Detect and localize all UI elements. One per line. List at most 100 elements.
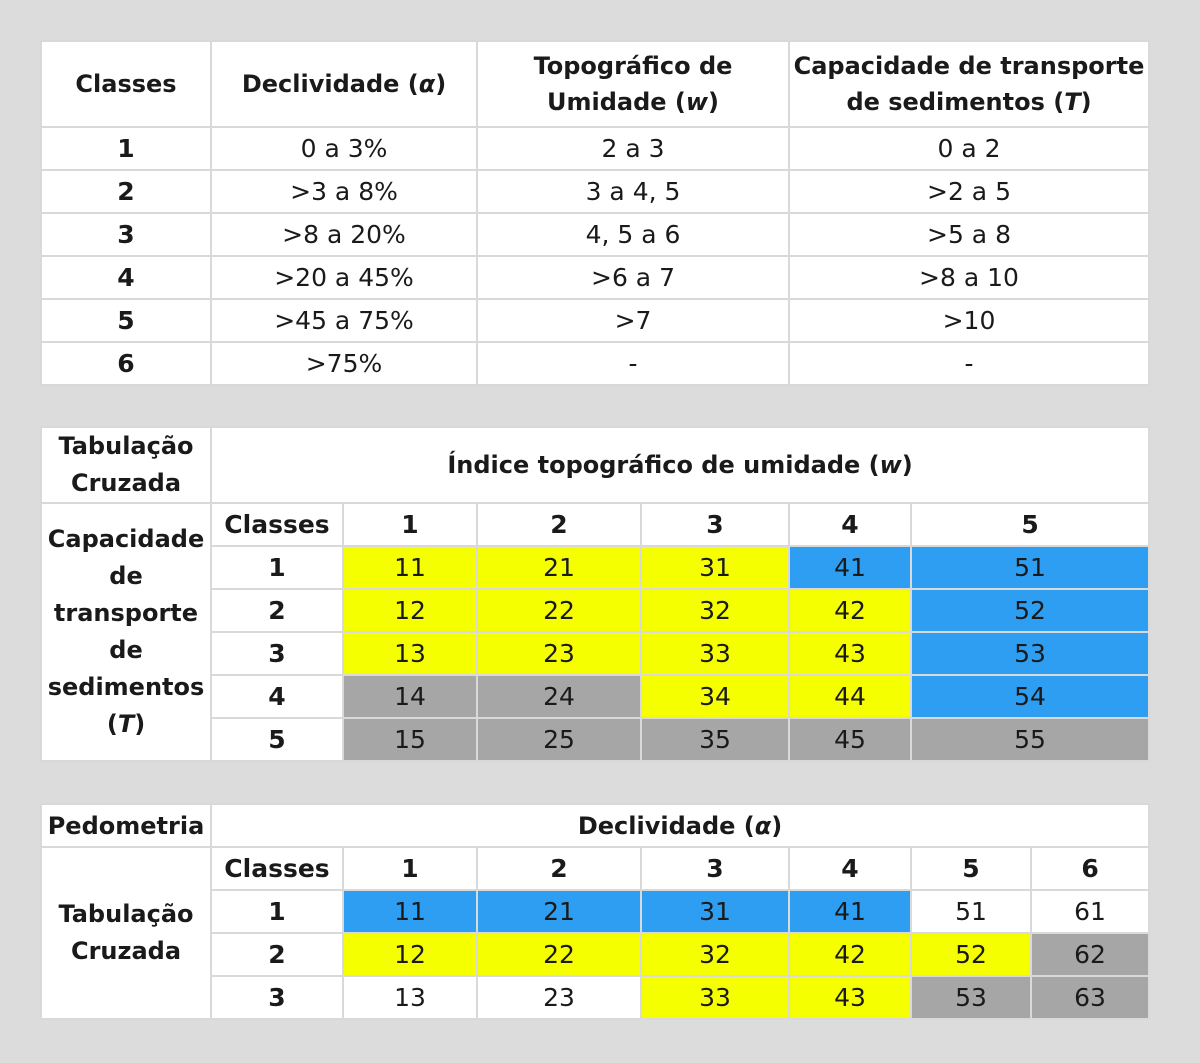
column-header: 5 — [909, 502, 1151, 547]
table-cell: >8 a 10 — [788, 255, 1150, 300]
header-declividade: Declividade (α) — [210, 40, 478, 128]
column-header: 2 — [476, 846, 642, 891]
table-row: 5 >45 a 75% >7 >10 — [40, 298, 1150, 343]
row-label: 2 — [210, 588, 344, 633]
table-cell: 12 — [342, 588, 478, 633]
table-cell: 55 — [909, 717, 1151, 762]
row-label: 3 — [210, 631, 344, 676]
table-cell: 3 a 4, 5 — [476, 169, 790, 214]
row-label: 2 — [210, 932, 344, 977]
table-cell: >75% — [210, 341, 478, 386]
table-cell: 53 — [909, 631, 1151, 676]
table-cell: >5 a 8 — [788, 212, 1150, 257]
table-cell: 53 — [910, 975, 1032, 1020]
column-header: 3 — [640, 502, 790, 547]
column-header: 2 — [476, 502, 642, 547]
table-cell: 41 — [788, 889, 912, 934]
table-cell: 42 — [788, 932, 912, 977]
table-cell: 52 — [910, 932, 1032, 977]
table-cell: >3 a 8% — [210, 169, 478, 214]
sediment-transport-label: Capacidade de transporte de sedimentos (… — [40, 502, 212, 762]
table-cell: 51 — [910, 889, 1032, 934]
column-header: 4 — [788, 846, 912, 891]
table-cell: 23 — [476, 975, 642, 1020]
table-row: 3 >8 a 20% 4, 5 a 6 >5 a 8 — [40, 212, 1150, 257]
table-row: 6 >75% - - — [40, 341, 1150, 386]
table-cell: 0 a 3% — [210, 126, 478, 171]
header-capacidade-transporte: Capacidade de transporte de sedimentos (T… — [788, 40, 1150, 128]
row-label: 1 — [210, 545, 344, 590]
table-cell: 42 — [788, 588, 912, 633]
table-cell: 33 — [640, 631, 790, 676]
table-cell: 22 — [476, 932, 642, 977]
table-cell: 34 — [640, 674, 790, 719]
table-cell: >10 — [788, 298, 1150, 343]
classes-header: Classes — [210, 502, 344, 547]
row-label: 4 — [210, 674, 344, 719]
table-cell: 31 — [640, 889, 790, 934]
table-row: 1 11 21 31 41 51 — [41, 545, 1151, 590]
corner-label: Tabulação Cruzada — [40, 426, 212, 504]
table-cell: 35 — [640, 717, 790, 762]
classes-header: Classes — [210, 846, 344, 891]
declividade-header: Declividade (α) — [209, 803, 1151, 848]
table-cell: >8 a 20% — [210, 212, 478, 257]
class-definitions-table: Classes Declividade (α) Topográfico de Um… — [40, 40, 1150, 386]
row-label: 3 — [210, 975, 344, 1020]
table-cell: 63 — [1029, 975, 1151, 1020]
table-cell: 25 — [476, 717, 642, 762]
class-label: 5 — [40, 298, 212, 343]
table-cell: 14 — [342, 674, 478, 719]
table-cell: 43 — [788, 975, 912, 1020]
table-cell: >20 a 45% — [210, 255, 478, 300]
class-label: 1 — [40, 126, 212, 171]
table-row: 2 12 22 32 42 52 62 — [41, 932, 1151, 977]
table-cell: 43 — [788, 631, 912, 676]
table-cell: 23 — [476, 631, 642, 676]
table-cell: 44 — [788, 674, 912, 719]
row-label: 1 — [210, 889, 344, 934]
table-cell: 21 — [476, 545, 642, 590]
table-cell: 21 — [476, 889, 642, 934]
table-cell: 12 — [342, 932, 478, 977]
table-cell: 54 — [909, 674, 1151, 719]
column-header: 6 — [1029, 846, 1151, 891]
class-label: 6 — [40, 341, 212, 386]
column-header: 1 — [342, 502, 478, 547]
table-cell: >6 a 7 — [476, 255, 790, 300]
wetness-index-header: Índice topográfico de umidade (w) — [209, 426, 1151, 504]
table-cell: 24 — [476, 674, 642, 719]
table-cell: 52 — [909, 588, 1151, 633]
table-row: 4 14 24 34 44 54 — [41, 674, 1151, 719]
column-header: 1 — [342, 846, 478, 891]
table-cell: 11 — [342, 889, 478, 934]
row-label: 5 — [210, 717, 344, 762]
table-row: 3 13 23 33 43 53 63 — [41, 975, 1151, 1020]
table-cell: 31 — [640, 545, 790, 590]
table-cell: 51 — [909, 545, 1151, 590]
table-row: 5 15 25 35 45 55 — [41, 717, 1151, 762]
column-header: 4 — [788, 502, 912, 547]
table-cell: - — [476, 341, 790, 386]
cross-tabulation-label: Tabulação Cruzada — [40, 846, 212, 1020]
table-cell: 4, 5 a 6 — [476, 212, 790, 257]
table-cell: 33 — [640, 975, 790, 1020]
corner-label: Pedometria — [40, 803, 212, 848]
table-cell: 45 — [788, 717, 912, 762]
table-row: 1 0 a 3% 2 a 3 0 a 2 — [40, 126, 1150, 171]
table-cell: >7 — [476, 298, 790, 343]
table-row: 4 >20 a 45% >6 a 7 >8 a 10 — [40, 255, 1150, 300]
table-row: 3 13 23 33 43 53 — [41, 631, 1151, 676]
table-cell: 2 a 3 — [476, 126, 790, 171]
class-label: 2 — [40, 169, 212, 214]
table-cell: 15 — [342, 717, 478, 762]
table-row: 2 12 22 32 42 52 — [41, 588, 1151, 633]
table-row: 2 >3 a 8% 3 a 4, 5 >2 a 5 — [40, 169, 1150, 214]
table-cell: 22 — [476, 588, 642, 633]
pedometry-cross-tabulation-table: Pedometria Declividade (α) Tabulação Cruz… — [40, 803, 1151, 1020]
class-label: 3 — [40, 212, 212, 257]
column-header: 3 — [640, 846, 790, 891]
class-label: 4 — [40, 255, 212, 300]
cross-tabulation-wetness-table: Tabulação Cruzada Índice topográfico de u… — [40, 426, 1151, 762]
table-row: 1 11 21 31 41 51 61 — [41, 889, 1151, 934]
